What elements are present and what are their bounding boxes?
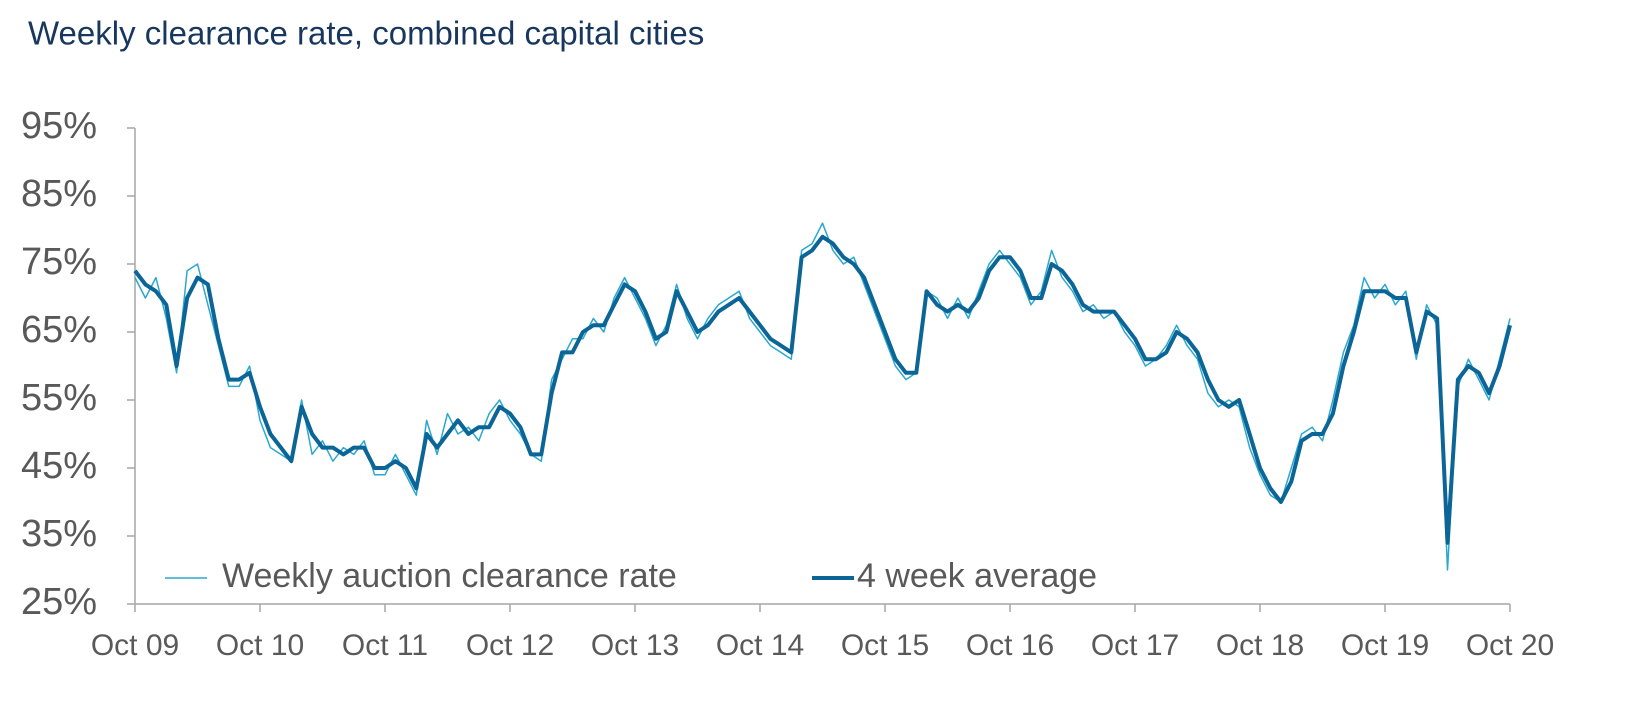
y-tick-label: 45%: [21, 445, 97, 487]
x-tick-label: Oct 16: [966, 629, 1054, 662]
y-tick-label: 95%: [21, 105, 97, 147]
y-tick-label: 25%: [21, 581, 97, 623]
y-tick-label: 75%: [21, 241, 97, 283]
chart-title: Weekly clearance rate, combined capital …: [28, 15, 704, 52]
y-tick-label: 35%: [21, 513, 97, 555]
series-line: [133, 234, 1512, 545]
x-tick-label: Oct 10: [216, 629, 304, 662]
legend-label: Weekly auction clearance rate: [222, 557, 677, 595]
x-tick-label: Oct 15: [841, 629, 929, 662]
x-tick-label: Oct 12: [466, 629, 554, 662]
x-tick-label: Oct 09: [91, 629, 179, 662]
x-tick-label: Oct 20: [1466, 629, 1554, 662]
x-tick-label: Oct 17: [1091, 629, 1179, 662]
x-tick-label: Oct 19: [1341, 629, 1429, 662]
x-tick-label: Oct 13: [591, 629, 679, 662]
x-tick-label: Oct 11: [342, 629, 428, 662]
x-tick-label: Oct 18: [1216, 629, 1304, 662]
y-tick-label: 85%: [21, 173, 97, 215]
legend-label: 4 week average: [857, 557, 1097, 595]
y-tick-label: 65%: [21, 309, 97, 351]
y-tick-label: 55%: [21, 377, 97, 419]
x-tick-label: Oct 14: [716, 629, 804, 662]
series-line: [134, 222, 1511, 571]
